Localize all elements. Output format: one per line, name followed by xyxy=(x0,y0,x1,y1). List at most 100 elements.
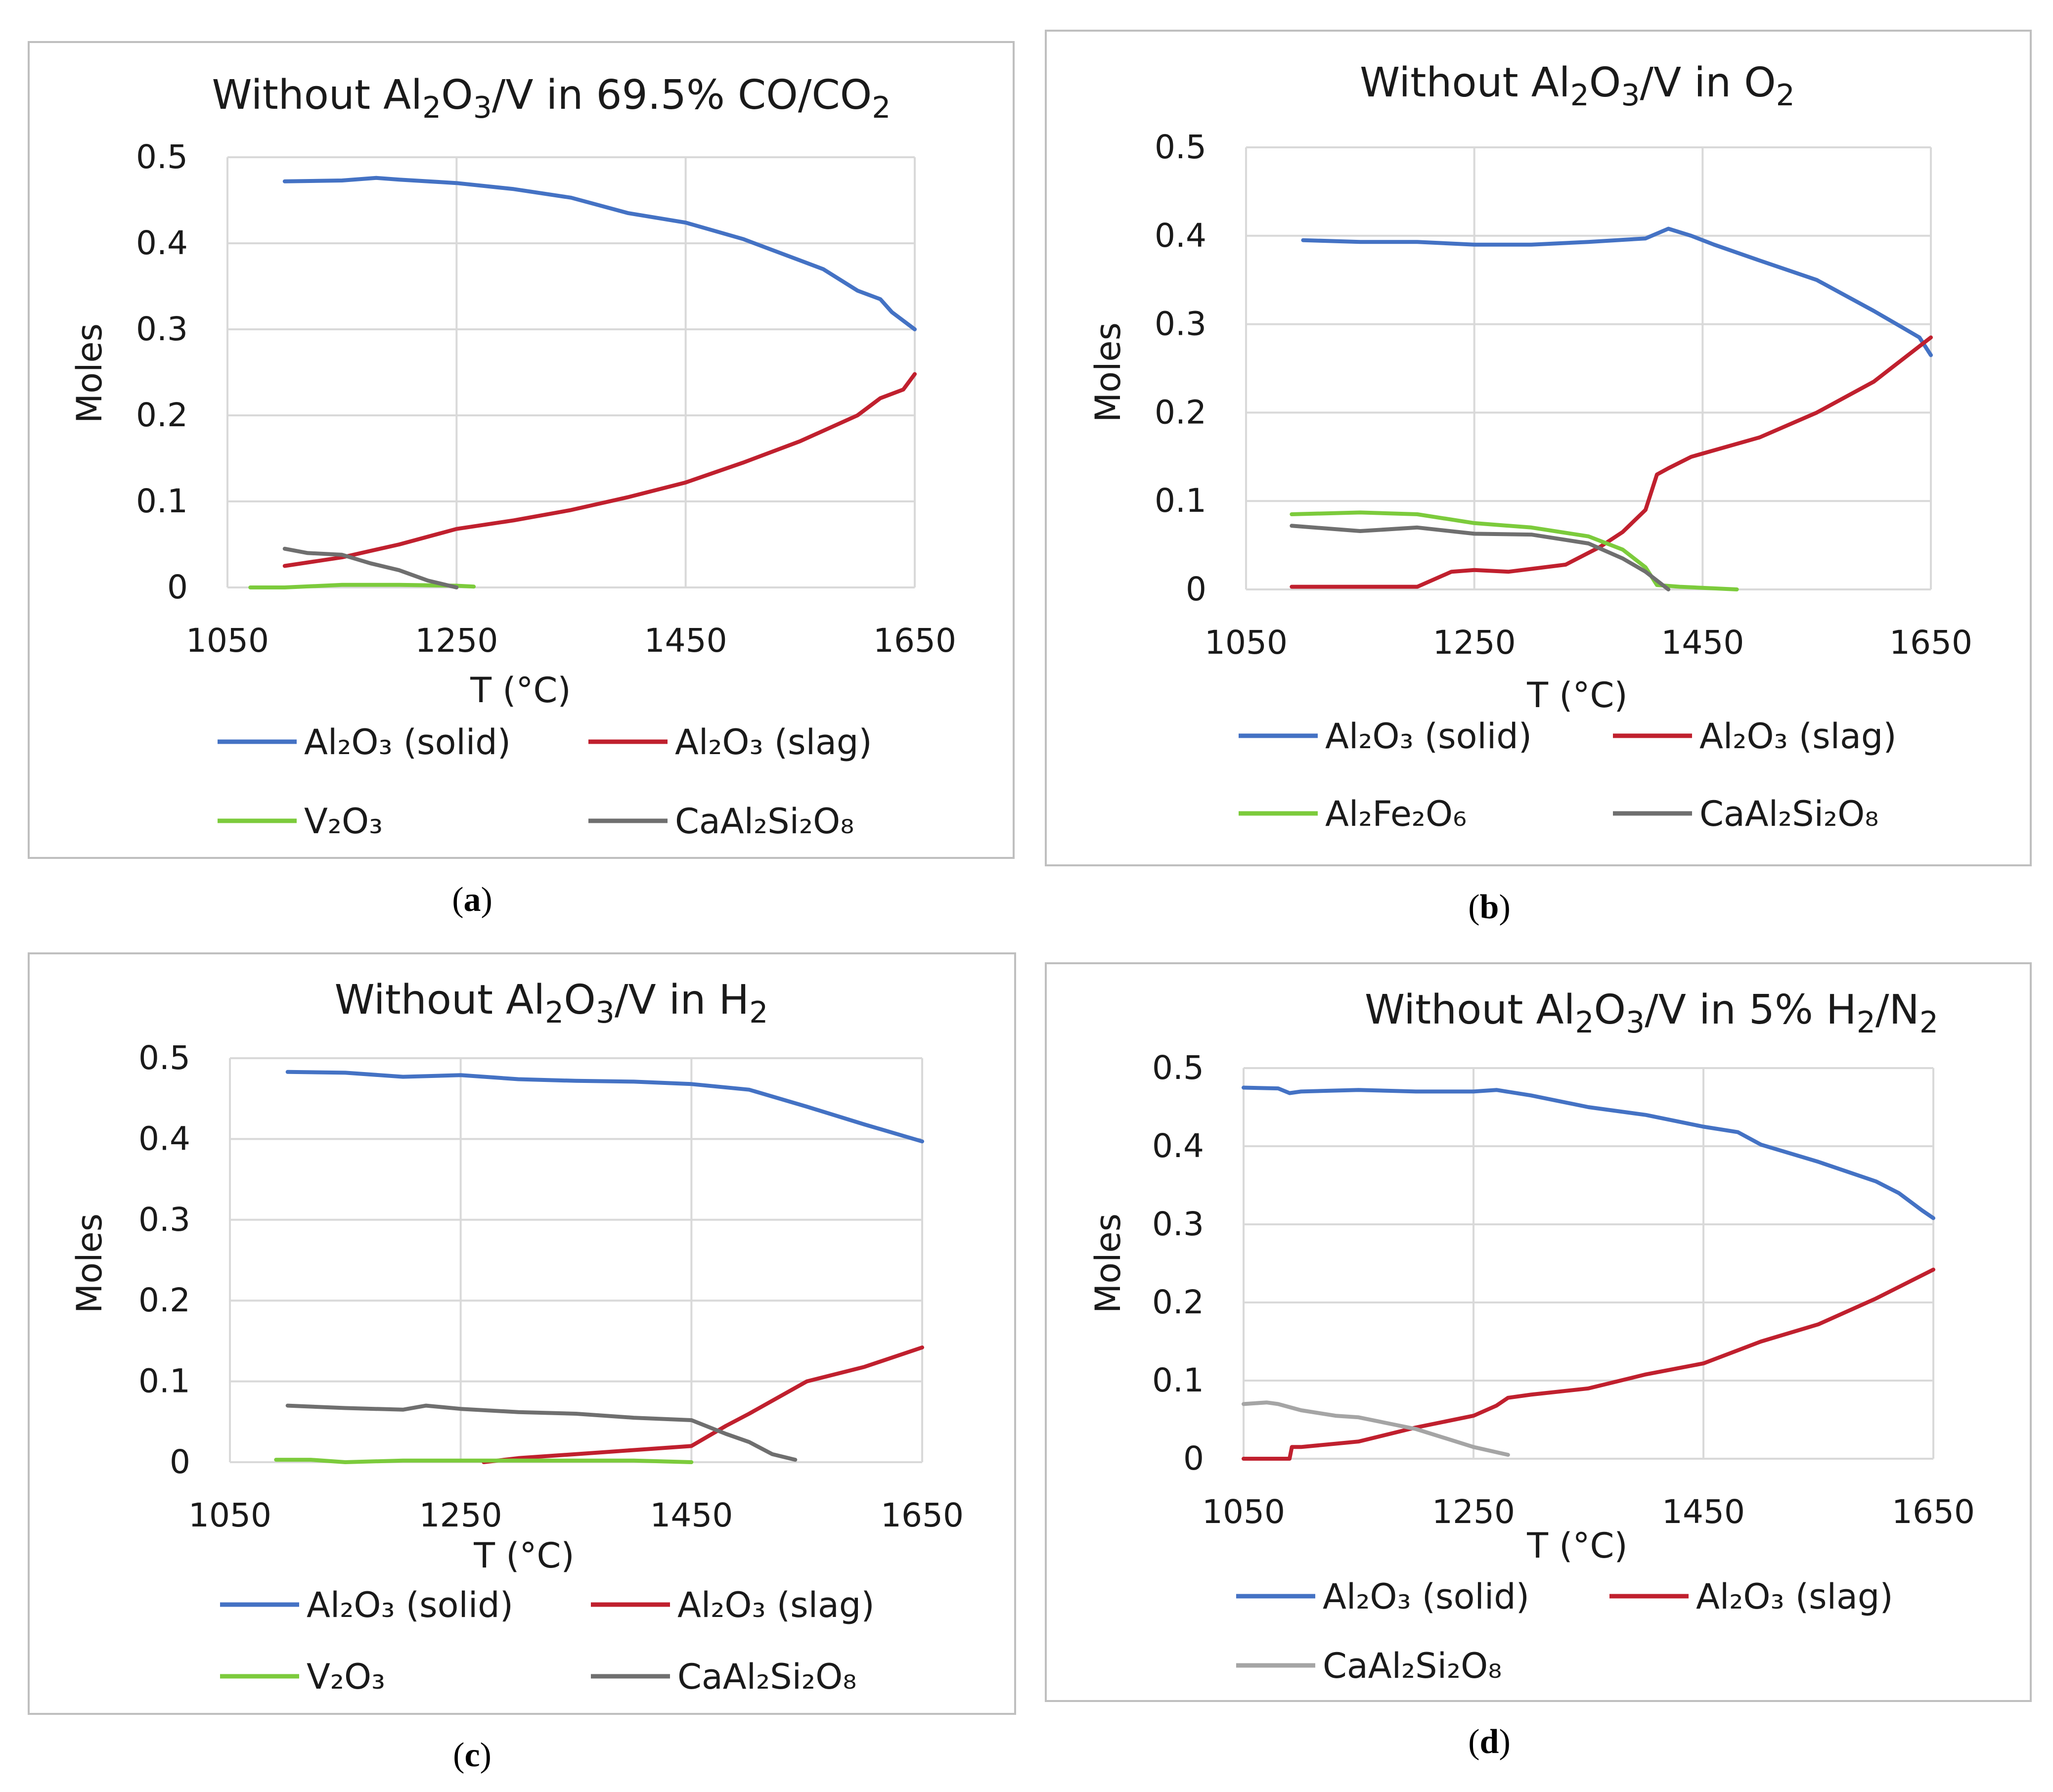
y-tick-label-b-3: 0.3 xyxy=(1155,305,1206,343)
legend-label-d-2: CaAl₂Si₂O₈ xyxy=(1323,1646,1502,1686)
y-axis-label-b: Moles xyxy=(1088,322,1128,422)
legend-label-d-1: Al₂O₃ (slag) xyxy=(1696,1576,1893,1617)
series-line-a-3 xyxy=(282,546,459,589)
series-line-a-1 xyxy=(282,372,917,568)
chart-title-c: Without Al2O3/V in H2 xyxy=(335,977,768,1030)
y-tick-label-c-0: 0 xyxy=(170,1443,190,1481)
legend-a: Al₂O₃ (solid) Al₂O₃ (slag) V₂O₃ CaAl₂Si₂O₈ xyxy=(218,722,872,842)
legend-label-c-3: CaAl₂Si₂O₈ xyxy=(677,1657,856,1697)
legend-label-b-0: Al₂O₃ (solid) xyxy=(1325,716,1532,757)
chart-frame-d xyxy=(1045,962,2032,1702)
y-tick-label-b-2: 0.2 xyxy=(1155,393,1206,431)
y-axis-label-d: Moles xyxy=(1088,1213,1128,1313)
series-line-d-0 xyxy=(1242,1085,1935,1220)
x-tick-label-b-2: 1450 xyxy=(1661,624,1744,662)
plot-area-b: 0 0.1 0.2 0.3 0.4 0.5 1050 1250 1450 1650 xyxy=(1155,128,1972,662)
x-tick-label-b-1: 1250 xyxy=(1433,624,1516,662)
y-tick-label-d-1: 0.1 xyxy=(1152,1361,1204,1399)
legend-label-c-2: V₂O₃ xyxy=(307,1657,385,1697)
y-tick-label-c-1: 0.1 xyxy=(138,1362,190,1400)
x-tick-label-a-3: 1650 xyxy=(873,622,956,660)
legend-label-a-3: CaAl₂Si₂O₈ xyxy=(675,801,854,842)
y-tick-label-c-4: 0.4 xyxy=(138,1120,190,1158)
series-line-a-2 xyxy=(248,582,476,589)
legend-label-c-1: Al₂O₃ (slag) xyxy=(677,1585,875,1625)
legend-label-a-2: V₂O₃ xyxy=(304,801,383,842)
y-tick-label-d-5: 0.5 xyxy=(1152,1049,1204,1087)
series-line-c-1 xyxy=(482,1345,924,1464)
x-tick-label-c-3: 1650 xyxy=(881,1496,964,1534)
chart-title-d: Without Al2O3/V in 5% H2/N2 xyxy=(1365,986,1938,1040)
y-tick-label-a-4: 0.4 xyxy=(136,224,188,262)
chart-title-b: Without Al2O3/V in O2 xyxy=(1360,59,1795,113)
caption-a: (a) xyxy=(452,881,492,919)
y-tick-label-a-5: 0.5 xyxy=(136,138,188,176)
series-line-d-1 xyxy=(1242,1267,1935,1461)
plot-area-a: 0 0.1 0.2 0.3 0.4 0.5 1050 1250 1450 1650 xyxy=(136,138,956,660)
y-tick-label-a-1: 0.1 xyxy=(136,482,188,520)
series-line-c-0 xyxy=(285,1070,924,1144)
x-axis-label-a: T (°C) xyxy=(470,670,571,711)
series-line-c-2 xyxy=(274,1458,694,1464)
legend-label-d-0: Al₂O₃ (solid) xyxy=(1323,1576,1529,1617)
y-tick-label-c-2: 0.2 xyxy=(138,1281,190,1319)
series-line-b-3 xyxy=(1290,524,1671,591)
y-tick-label-d-4: 0.4 xyxy=(1152,1127,1204,1165)
panel-a: Without Al2O3/V in 69.5% CO/CO2 0 0.1 0.2 0… xyxy=(28,41,1015,859)
y-tick-label-b-0: 0 xyxy=(1186,570,1206,608)
plot-area-d: 0 0.1 0.2 0.3 0.4 0.5 1050 1250 1450 1650 xyxy=(1152,1049,1975,1531)
legend-d: Al₂O₃ (solid) Al₂O₃ (slag) CaAl₂Si₂O₈ xyxy=(1236,1576,1893,1686)
y-tick-label-a-3: 0.3 xyxy=(136,310,188,348)
legend-label-a-0: Al₂O₃ (solid) xyxy=(304,722,511,762)
caption-b: (b) xyxy=(1468,888,1511,926)
x-tick-label-b-0: 1050 xyxy=(1205,624,1288,662)
y-tick-label-c-3: 0.3 xyxy=(138,1201,190,1239)
x-tick-label-b-3: 1650 xyxy=(1889,624,1972,662)
series-line-b-0 xyxy=(1301,226,1933,358)
series-line-c-3 xyxy=(285,1403,798,1462)
legend-label-b-3: CaAl₂Si₂O₈ xyxy=(1699,794,1878,834)
x-tick-label-c-2: 1450 xyxy=(650,1496,733,1534)
series-line-b-1 xyxy=(1290,335,1933,589)
legend-label-c-0: Al₂O₃ (solid) xyxy=(307,1585,513,1625)
y-tick-label-d-0: 0 xyxy=(1183,1439,1204,1478)
panel-d: Without Al2O3/V in 5% H2/N2 0 0.1 0.2 0.3 0.… xyxy=(1045,962,2032,1702)
y-tick-label-c-5: 0.5 xyxy=(138,1039,190,1077)
chart-frame-b xyxy=(1045,30,2032,866)
y-axis-label-c: Moles xyxy=(69,1213,110,1313)
y-tick-label-b-5: 0.5 xyxy=(1155,128,1206,166)
y-tick-label-a-0: 0 xyxy=(167,568,188,606)
x-tick-label-c-1: 1250 xyxy=(419,1496,502,1534)
legend-label-b-1: Al₂O₃ (slag) xyxy=(1699,716,1897,757)
x-tick-label-d-1: 1250 xyxy=(1432,1493,1515,1531)
x-tick-label-d-0: 1050 xyxy=(1202,1493,1285,1531)
x-tick-label-d-2: 1450 xyxy=(1662,1493,1745,1531)
x-tick-label-a-0: 1050 xyxy=(186,622,269,660)
x-axis-label-c: T (°C) xyxy=(473,1535,575,1576)
x-axis-label-d: T (°C) xyxy=(1526,1525,1628,1566)
x-tick-label-a-1: 1250 xyxy=(415,622,498,660)
y-tick-label-a-2: 0.2 xyxy=(136,396,188,434)
caption-d: (d) xyxy=(1468,1723,1511,1761)
panel-c: Without Al2O3/V in H2 0 0.1 0.2 0.3 0.4 0.5 10… xyxy=(28,952,1016,1715)
y-axis-label-a: Moles xyxy=(69,323,110,423)
x-tick-label-c-0: 1050 xyxy=(188,1496,271,1534)
panel-b: Without Al2O3/V in O2 0 0.1 0.2 0.3 0.4 0.5 10… xyxy=(1045,30,2032,866)
y-tick-label-d-2: 0.2 xyxy=(1152,1283,1204,1321)
y-tick-label-b-4: 0.4 xyxy=(1155,217,1206,255)
legend-label-b-2: Al₂Fe₂O₆ xyxy=(1325,794,1467,834)
chart-title-a: Without Al2O3/V in 69.5% CO/CO2 xyxy=(212,72,891,125)
x-axis-label-b: T (°C) xyxy=(1526,675,1628,716)
plot-area-c: 0 0.1 0.2 0.3 0.4 0.5 1050 1250 1450 1650 xyxy=(138,1039,964,1534)
legend-label-a-1: Al₂O₃ (slag) xyxy=(675,722,872,762)
series-line-d-2 xyxy=(1242,1400,1510,1457)
caption-c: (c) xyxy=(453,1736,491,1774)
y-tick-label-d-3: 0.3 xyxy=(1152,1205,1204,1243)
legend-b: Al₂O₃ (solid) Al₂O₃ (slag) Al₂Fe₂O₆ CaAl₂Si… xyxy=(1239,716,1897,834)
legend-c: Al₂O₃ (solid) Al₂O₃ (slag) V₂O₃ CaAl₂Si₂O₈ xyxy=(220,1585,875,1697)
series-line-a-0 xyxy=(282,176,917,331)
y-tick-label-b-1: 0.1 xyxy=(1155,482,1206,520)
chart-frame-a xyxy=(28,41,1015,859)
x-tick-label-d-3: 1650 xyxy=(1892,1493,1975,1531)
